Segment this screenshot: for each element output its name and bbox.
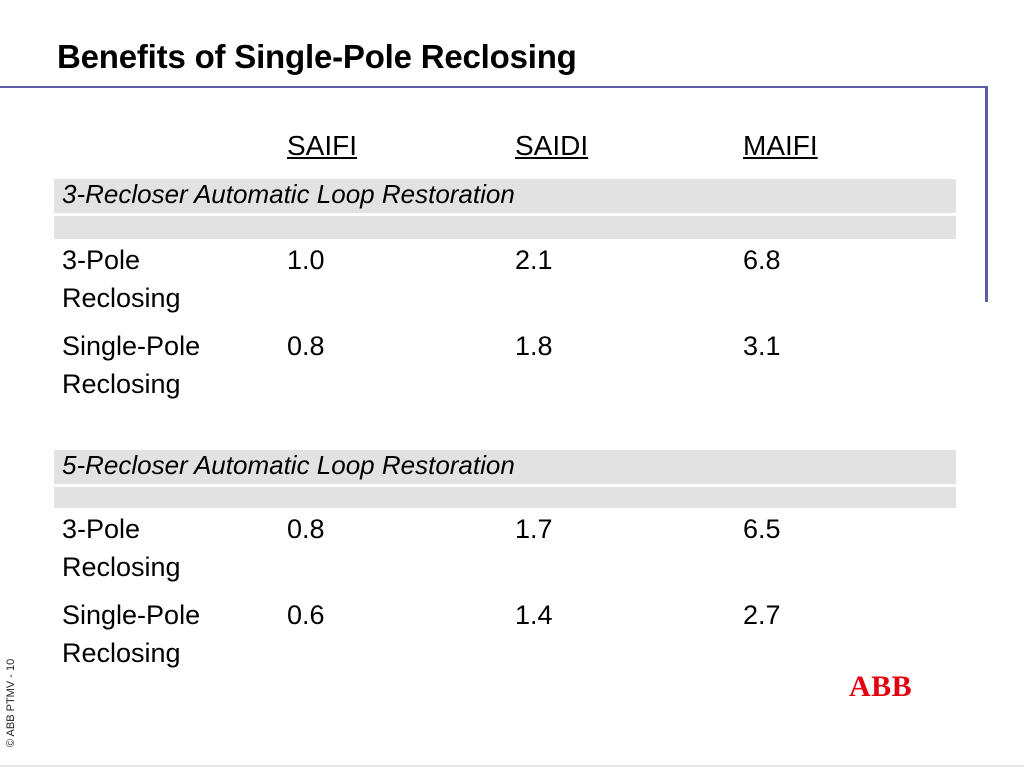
table-cell: 3.1	[743, 331, 781, 361]
column-header-maifi: MAIFI	[743, 130, 818, 161]
group-band-1: 3-Recloser Automatic Loop Restoration	[54, 179, 956, 239]
table-cell: 2.7	[743, 600, 781, 630]
table-cell: 0.8	[287, 331, 325, 361]
header-side-rule	[985, 86, 988, 302]
slide-title: Benefits of Single-Pole Reclosing	[57, 38, 577, 75]
table-cell: 0.6	[287, 600, 325, 630]
table-cell: 1.8	[515, 331, 553, 361]
group-band-2: 5-Recloser Automatic Loop Restoration	[54, 450, 956, 508]
table-cell: 1.4	[515, 600, 553, 630]
bottom-rule	[0, 765, 1024, 767]
row-label: 3-Pole Reclosing	[62, 245, 181, 313]
table-cell: 0.8	[287, 514, 325, 544]
abb-logo: ABB	[849, 670, 913, 703]
copyright-footer: © ABB PTMV - 10	[5, 658, 17, 747]
row-label: Single-Pole Reclosing	[62, 600, 201, 668]
table-cell: 6.5	[743, 514, 781, 544]
group-label-1: 3-Recloser Automatic Loop Restoration	[62, 179, 515, 209]
header-rule	[0, 86, 987, 88]
row-label: Single-Pole Reclosing	[62, 331, 201, 399]
group-label-2: 5-Recloser Automatic Loop Restoration	[62, 450, 515, 480]
column-header-saifi: SAIFI	[287, 130, 358, 161]
table-cell: 1.7	[515, 514, 553, 544]
table-cell: 2.1	[515, 245, 553, 275]
table-cell: 1.0	[287, 245, 325, 275]
row-label: 3-Pole Reclosing	[62, 514, 181, 582]
column-header-saidi: SAIDI	[515, 130, 589, 161]
table-cell: 6.8	[743, 245, 781, 275]
